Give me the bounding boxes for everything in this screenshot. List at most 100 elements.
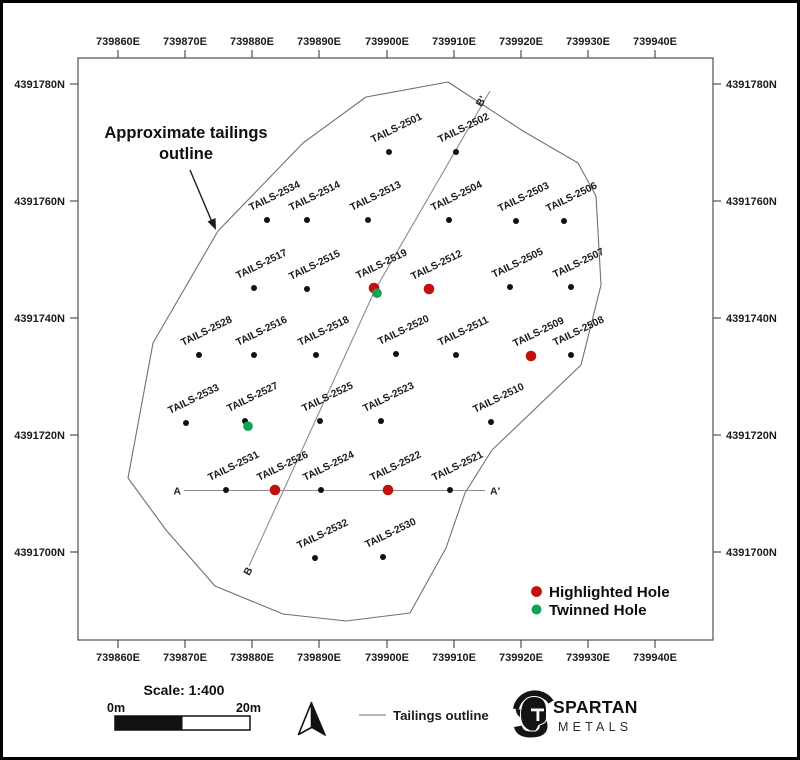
hole-dot-twinned bbox=[372, 288, 382, 299]
hole-label: TAILS-2512 bbox=[409, 248, 464, 282]
hole-label: TAILS-2510 bbox=[471, 381, 526, 415]
spartan-metals-logo: S SPARTAN METALS bbox=[511, 686, 638, 749]
drill-holes: TAILS-2501 TAILS-2502TAILS-2534TAILS-2514… bbox=[166, 111, 606, 561]
scale-bar-group: Scale: 1:400 0m 20m bbox=[107, 682, 261, 731]
northing-label-right: 4391720N bbox=[726, 430, 777, 442]
hole-label: TAILS-2521 bbox=[430, 449, 485, 483]
northing-label-right: 4391760N bbox=[726, 196, 777, 208]
logo-helmet-nose-slit bbox=[536, 710, 540, 721]
northing-label-left: 4391780N bbox=[14, 79, 65, 91]
annotation-arrowhead-icon bbox=[207, 218, 216, 230]
hole-dot-twinned bbox=[243, 421, 253, 432]
legend-highlighted-dot-icon bbox=[531, 586, 542, 597]
easting-label-bottom: 739940E bbox=[633, 652, 677, 664]
hole-label: TAILS-2518 bbox=[296, 314, 351, 348]
hole-label: TAILS-2528 bbox=[179, 314, 234, 348]
hole-dot bbox=[447, 487, 453, 493]
hole-dot bbox=[304, 286, 310, 292]
legend: Highlighted Hole Twinned Hole bbox=[531, 584, 670, 619]
section-label-a: A bbox=[173, 486, 181, 498]
easting-label-bottom: 739890E bbox=[297, 652, 341, 664]
easting-label-bottom: 739860E bbox=[96, 652, 140, 664]
hole-label: TAILS-2505 bbox=[490, 246, 545, 280]
easting-label-bottom: 739920E bbox=[499, 652, 543, 664]
easting-label-top: 739890E bbox=[297, 36, 341, 48]
hole-dot bbox=[513, 218, 519, 224]
axis-ticks: 739860E 739860E 739870E 739870E 739880E 73988… bbox=[14, 36, 777, 664]
easting-label-top: 739900E bbox=[365, 36, 409, 48]
section-label-b: B bbox=[241, 565, 255, 578]
hole-label: TAILS-2525 bbox=[300, 380, 355, 414]
north-arrow-icon bbox=[297, 701, 326, 736]
hole-label: TAILS-2503 bbox=[496, 180, 551, 214]
hole-dot bbox=[446, 217, 452, 223]
scale-bar-right-label: 20m bbox=[236, 701, 261, 715]
hole-label: TAILS-2523 bbox=[361, 380, 416, 414]
outline-key-label: Tailings outline bbox=[393, 708, 489, 723]
logo-helmet-icon bbox=[519, 695, 547, 732]
tailings-outline bbox=[127, 81, 602, 622]
hole-label: TAILS-2501 bbox=[369, 111, 424, 145]
hole-dot bbox=[317, 418, 323, 424]
hole-label: TAILS-2511 bbox=[436, 315, 490, 349]
northing-label-left: 4391740N bbox=[14, 313, 65, 325]
hole-label: TAILS-2527 bbox=[225, 380, 280, 414]
hole-label: TAILS-2502 bbox=[436, 111, 491, 145]
hole-dot bbox=[312, 555, 318, 561]
logo-text: SPARTAN bbox=[553, 697, 638, 717]
hole-dot bbox=[223, 487, 229, 493]
hole-dot bbox=[507, 284, 513, 290]
easting-label-top: 739920E bbox=[499, 36, 543, 48]
hole-dot bbox=[453, 149, 459, 155]
hole-label: TAILS-2522 bbox=[368, 449, 423, 483]
scale-bar-filled-half bbox=[115, 716, 183, 730]
hole-label: TAILS-2517 bbox=[234, 247, 289, 281]
easting-label-top: 739880E bbox=[230, 36, 274, 48]
hole-dot-highlighted bbox=[269, 484, 281, 496]
logo-helmet-crest-icon bbox=[513, 690, 554, 710]
hole-label: TAILS-2506 bbox=[544, 180, 599, 214]
hole-dot bbox=[196, 352, 202, 358]
outline-key-group: Tailings outline bbox=[359, 708, 489, 723]
hole-label: TAILS-2533 bbox=[166, 382, 221, 416]
easting-label-top: 739940E bbox=[633, 36, 677, 48]
annotation-line2: outline bbox=[159, 145, 213, 163]
hole-label: TAILS-2530 bbox=[363, 516, 418, 550]
hole-label: TAILS-2504 bbox=[429, 179, 484, 213]
hole-dot-highlighted bbox=[382, 484, 394, 496]
scale-bar-left-label: 0m bbox=[107, 701, 125, 715]
scale-text: Scale: 1:400 bbox=[144, 682, 225, 698]
hole-label: TAILS-2519 bbox=[354, 247, 409, 281]
easting-label-bottom: 739880E bbox=[230, 652, 274, 664]
hole-dot bbox=[378, 418, 384, 424]
hole-dot bbox=[488, 419, 494, 425]
hole-dot bbox=[393, 351, 399, 357]
hole-dot bbox=[251, 285, 257, 291]
hole-label: TAILS-2531 bbox=[206, 449, 261, 483]
hole-label: TAILS-2513 bbox=[348, 179, 403, 213]
hole-dot bbox=[313, 352, 319, 358]
hole-label: TAILS-2507 bbox=[551, 246, 606, 280]
easting-label-bottom: 739910E bbox=[432, 652, 476, 664]
hole-dot bbox=[561, 218, 567, 224]
hole-dot bbox=[264, 217, 270, 223]
hole-dot bbox=[568, 284, 574, 290]
legend-twinned-dot-icon bbox=[531, 604, 542, 615]
northing-label-left: 4391700N bbox=[14, 547, 65, 559]
easting-label-top: 739910E bbox=[432, 36, 476, 48]
hole-dot bbox=[386, 149, 392, 155]
hole-dot bbox=[568, 352, 574, 358]
easting-label-top: 739870E bbox=[163, 36, 207, 48]
section-label-a-prime: A' bbox=[490, 486, 500, 498]
logo-subtext: METALS bbox=[558, 720, 632, 734]
easting-label-bottom: 739870E bbox=[163, 652, 207, 664]
northing-label-left: 4391720N bbox=[14, 430, 65, 442]
map-frame bbox=[77, 57, 714, 641]
hole-dot bbox=[365, 217, 371, 223]
legend-highlighted-label: Highlighted Hole bbox=[549, 584, 670, 601]
hole-dot bbox=[183, 420, 189, 426]
hole-dot-highlighted bbox=[525, 350, 537, 362]
hole-dot-highlighted bbox=[423, 283, 435, 295]
hole-dot bbox=[453, 352, 459, 358]
northing-label-right: 4391700N bbox=[726, 547, 777, 559]
